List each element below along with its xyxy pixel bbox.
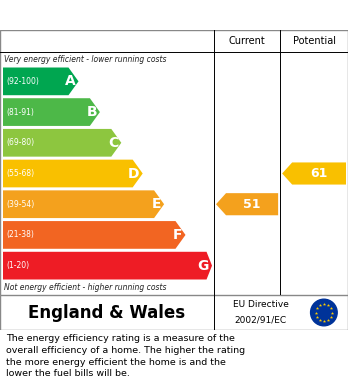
Text: (55-68): (55-68)	[6, 169, 34, 178]
Text: E: E	[152, 197, 161, 211]
Text: Very energy efficient - lower running costs: Very energy efficient - lower running co…	[4, 55, 166, 64]
Text: (92-100): (92-100)	[6, 77, 39, 86]
Text: Potential: Potential	[293, 36, 335, 46]
Text: 2002/91/EC: 2002/91/EC	[235, 316, 287, 325]
Text: 61: 61	[310, 167, 328, 180]
Polygon shape	[3, 252, 212, 280]
Text: (1-20): (1-20)	[6, 261, 29, 270]
Text: (39-54): (39-54)	[6, 200, 34, 209]
Polygon shape	[282, 162, 346, 185]
Text: Current: Current	[229, 36, 266, 46]
Text: A: A	[65, 74, 76, 88]
Text: (81-91): (81-91)	[6, 108, 34, 117]
Text: C: C	[108, 136, 118, 150]
Text: Not energy efficient - higher running costs: Not energy efficient - higher running co…	[4, 283, 166, 292]
Polygon shape	[3, 221, 185, 249]
Text: England & Wales: England & Wales	[29, 303, 185, 321]
Polygon shape	[3, 160, 143, 187]
Text: EU Directive: EU Directive	[233, 300, 289, 309]
Text: Energy Efficiency Rating: Energy Efficiency Rating	[7, 7, 217, 23]
Polygon shape	[3, 190, 164, 218]
Polygon shape	[3, 98, 100, 126]
Text: (21-38): (21-38)	[6, 230, 34, 239]
Polygon shape	[216, 193, 278, 215]
Text: B: B	[86, 105, 97, 119]
Polygon shape	[3, 129, 121, 157]
Polygon shape	[3, 68, 79, 95]
Text: 51: 51	[243, 198, 261, 211]
Circle shape	[310, 299, 337, 326]
Text: G: G	[198, 258, 209, 273]
Text: D: D	[128, 167, 140, 181]
Text: The energy efficiency rating is a measure of the
overall efficiency of a home. T: The energy efficiency rating is a measur…	[6, 334, 245, 378]
Text: (69-80): (69-80)	[6, 138, 34, 147]
Text: F: F	[173, 228, 182, 242]
